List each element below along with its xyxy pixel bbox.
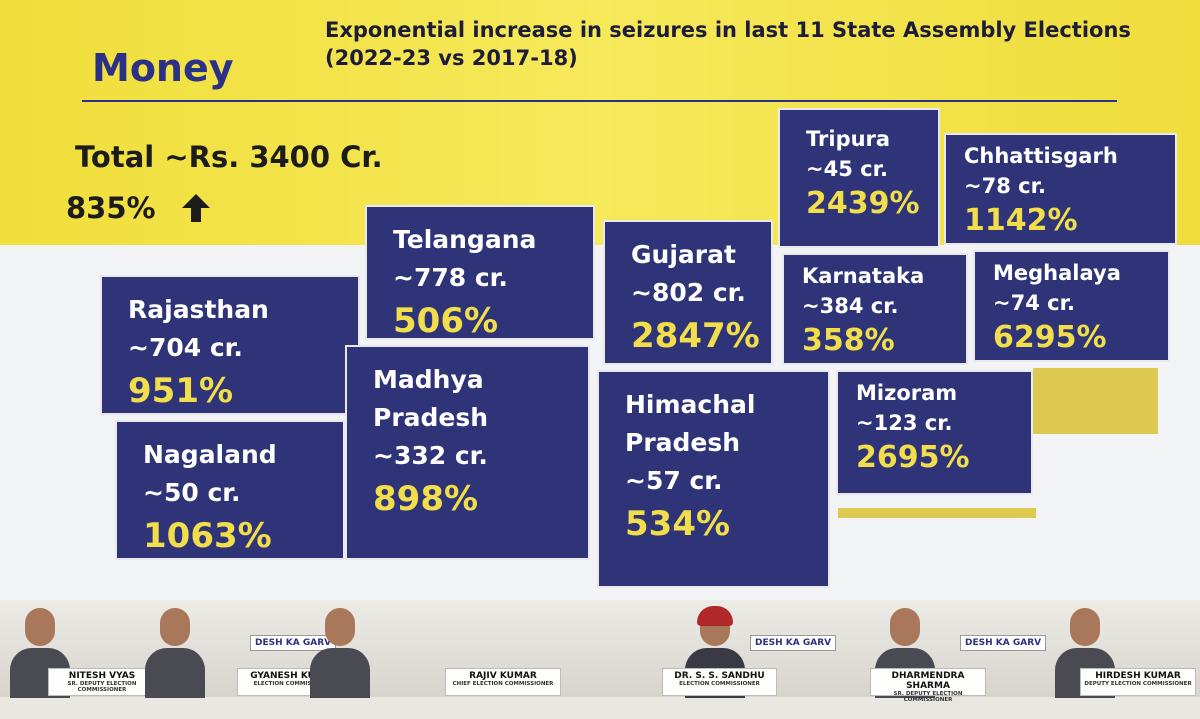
state-name: Himachal Pradesh (625, 390, 756, 457)
state-name: Gujarat (631, 240, 736, 269)
decor-block (1033, 368, 1158, 434)
state-amount: ~45 cr. (806, 157, 888, 181)
up-arrow (182, 194, 210, 222)
state-increase: 2847% (631, 316, 760, 356)
state-increase: 1063% (143, 516, 272, 556)
person-body (310, 648, 370, 698)
panelist-role: ELECTION COMMISSIONER (253, 681, 335, 687)
state-name: Chhattisgarh (964, 144, 1118, 168)
state-box: Gujarat ~802 cr. 2847% (603, 220, 773, 365)
state-amount: ~50 cr. (143, 478, 241, 507)
person-head (1070, 608, 1100, 646)
projection-screen: Money Exponential increase in seizures i… (0, 0, 1200, 600)
nameplate: DHARMENDRA SHARMA SR. DEPUTY ELECTION COM… (870, 668, 986, 703)
state-increase: 2439% (806, 186, 920, 221)
panelist-name: DR. S. S. SANDHU (674, 671, 765, 681)
state-amount: ~57 cr. (625, 466, 723, 495)
state-amount: ~123 cr. (856, 411, 953, 435)
turban (697, 606, 733, 626)
state-name: Meghalaya (993, 261, 1121, 285)
state-increase: 358% (802, 323, 895, 358)
backdrop-logo: DESH KA GARV (750, 635, 837, 651)
state-amount: ~802 cr. (631, 278, 746, 307)
backdrop-logo: DESH KA GARV (960, 635, 1047, 651)
panelist-name: RAJIV KUMAR (469, 671, 537, 681)
state-box: Chhattisgarh ~78 cr. 1142% (944, 133, 1177, 245)
nameplate: NITESH VYAS SR. DEPUTY ELECTION COMMISSIO… (48, 668, 156, 696)
slide-title: Money (92, 46, 234, 90)
state-name: Tripura (806, 127, 891, 151)
state-box: Mizoram ~123 cr. 2695% (836, 370, 1033, 495)
state-box: Madhya Pradesh ~332 cr. 898% (345, 345, 590, 560)
state-increase: 1142% (964, 203, 1078, 238)
state-amount: ~778 cr. (393, 263, 508, 292)
state-amount: ~332 cr. (373, 441, 488, 470)
state-name: Karnataka (802, 264, 925, 288)
panelist-role: ELECTION COMMISSIONER (679, 681, 760, 687)
state-name: Nagaland (143, 440, 277, 469)
state-name: Rajasthan (128, 295, 269, 324)
person-head (160, 608, 190, 646)
panelist-name: NITESH VYAS (68, 671, 136, 681)
decor-bar (838, 508, 1036, 518)
state-box: Telangana ~778 cr. 506% (365, 205, 595, 341)
state-increase: 506% (393, 301, 499, 341)
state-box: Himachal Pradesh ~57 cr. 534% (597, 370, 830, 588)
state-amount: ~384 cr. (802, 294, 899, 318)
state-amount: ~704 cr. (128, 333, 243, 362)
divider (82, 100, 1117, 102)
state-increase: 2695% (856, 440, 970, 475)
total: Total ~Rs. 3400 Cr. (75, 140, 383, 174)
nameplate: HIRDESH KUMAR DEPUTY ELECTION COMMISSIONE… (1080, 668, 1196, 696)
nameplate: DR. S. S. SANDHU ELECTION COMMISSIONER (662, 668, 777, 696)
state-box: Rajasthan ~704 cr. 951% (100, 275, 360, 415)
state-increase: 898% (373, 479, 479, 519)
arrow-shape (182, 194, 210, 222)
state-box: Meghalaya ~74 cr. 6295% (973, 250, 1170, 362)
state-increase: 6295% (993, 320, 1107, 355)
state-name: Mizoram (856, 381, 958, 405)
state-name: Telangana (393, 225, 537, 254)
state-name: Madhya Pradesh (373, 365, 489, 432)
panelist-role: DEPUTY ELECTION COMMISSIONER (1084, 681, 1192, 687)
state-amount: ~78 cr. (964, 174, 1046, 198)
panelist-name: DHARMENDRA SHARMA (891, 671, 965, 691)
person-body (145, 648, 205, 698)
state-increase: 951% (128, 371, 234, 411)
panelist-name: HIRDESH KUMAR (1095, 671, 1181, 681)
state-box: Karnataka ~384 cr. 358% (782, 253, 968, 365)
panelist-role: SR. DEPUTY ELECTION COMMISSIONER (67, 681, 137, 693)
state-amount: ~74 cr. (993, 291, 1075, 315)
nameplate: RAJIV KUMAR CHIEF ELECTION COMMISSIONER (445, 668, 561, 696)
state-box: Tripura ~45 cr. 2439% (778, 108, 940, 248)
state-box: Nagaland ~50 cr. 1063% (115, 420, 345, 560)
state-increase: 534% (625, 504, 731, 544)
panelist-name: GYANESH KUMAR (250, 671, 338, 681)
backdrop-logo: DESH KA GARV (250, 635, 337, 651)
panelist-role: SR. DEPUTY ELECTION COMMISSIONER (893, 691, 963, 703)
panelist-role: CHIEF ELECTION COMMISSIONER (452, 681, 554, 687)
slide-subtitle: Exponential increase in seizures in last… (325, 18, 1131, 70)
person-head (25, 608, 55, 646)
person-head (325, 608, 355, 646)
person-head (890, 608, 920, 646)
desk (0, 697, 1200, 719)
growth: 835% (66, 191, 156, 225)
